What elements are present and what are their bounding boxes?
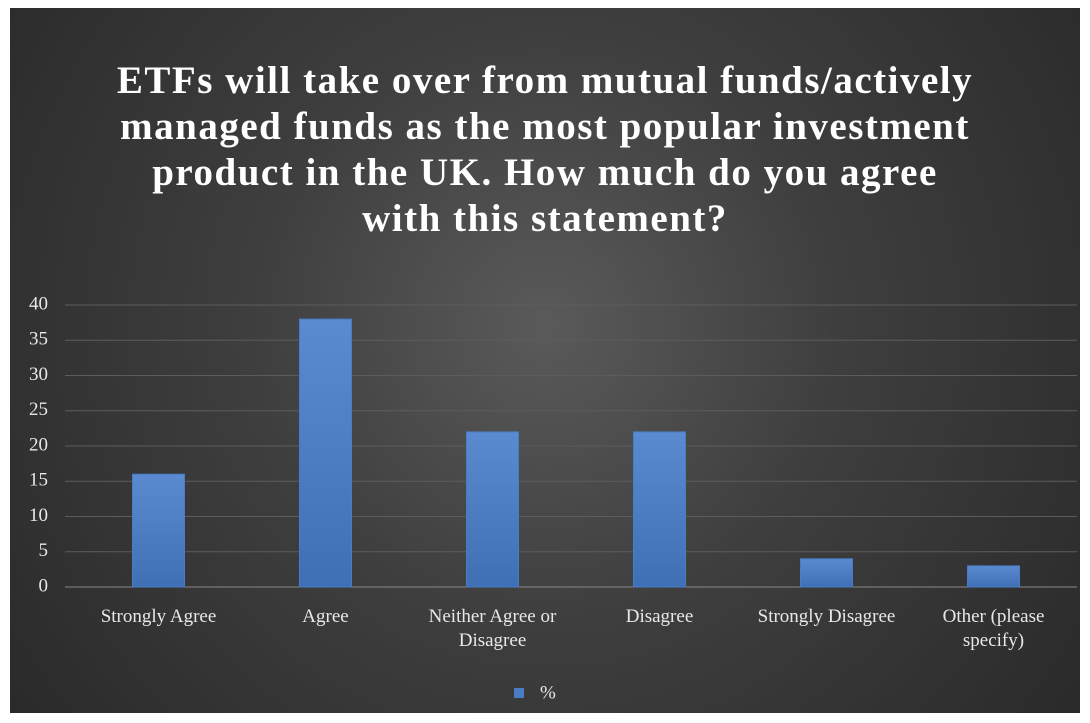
x-tick-label: Neither Agree or Disagree <box>428 606 557 651</box>
bar <box>800 558 853 588</box>
y-tick-label: 35 <box>29 329 48 350</box>
bar <box>633 431 686 588</box>
x-tick-label: Strongly Disagree <box>757 606 896 627</box>
legend-label: % <box>540 682 556 703</box>
bar <box>967 565 1020 588</box>
y-tick-label: 10 <box>29 505 48 526</box>
x-tick-label: Strongly Agree <box>100 606 217 627</box>
legend-swatch <box>514 688 524 698</box>
y-tick-label: 15 <box>29 470 48 491</box>
x-tick-label: Disagree <box>625 606 694 627</box>
x-tick-label: Other (please specify) <box>942 606 1045 651</box>
y-tick-label: 20 <box>29 434 48 455</box>
bar <box>132 473 185 588</box>
y-tick-label: 40 <box>29 293 48 314</box>
y-tick-label: 5 <box>39 540 49 561</box>
chart-title: ETFs will take over from mutual funds/ac… <box>116 59 974 240</box>
bar <box>299 318 352 588</box>
x-tick-label: Agree <box>302 606 349 627</box>
chart-background <box>10 8 1080 713</box>
y-tick-label: 30 <box>29 364 48 385</box>
bar <box>466 431 519 588</box>
y-tick-label: 25 <box>29 399 48 420</box>
y-tick-label: 0 <box>39 575 49 596</box>
